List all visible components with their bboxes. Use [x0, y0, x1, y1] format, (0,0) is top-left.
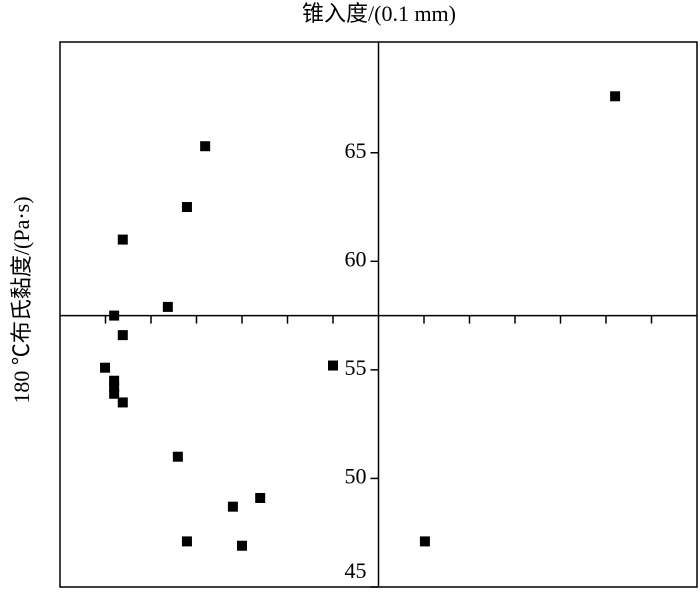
- y-axis-title: 180 ℃布氏黏度/(Pa·s): [9, 196, 34, 403]
- y-tick-label: 55: [345, 355, 367, 380]
- point: [109, 375, 120, 386]
- point: [162, 301, 173, 312]
- x-axis-title: 锥入度/(0.1 mm): [302, 1, 456, 26]
- point: [117, 330, 128, 341]
- point: [328, 360, 338, 371]
- point: [237, 540, 247, 551]
- point: [109, 382, 120, 393]
- point: [117, 234, 128, 245]
- y-tick-label: 60: [345, 246, 367, 271]
- point: [610, 91, 621, 102]
- point: [181, 536, 192, 547]
- point: [172, 451, 183, 462]
- point: [109, 388, 120, 399]
- point: [181, 202, 192, 213]
- point: [100, 362, 111, 373]
- point: [117, 397, 128, 408]
- point: [109, 310, 120, 321]
- y-tick-label: 50: [345, 463, 367, 488]
- point: [419, 536, 430, 547]
- y-tick-label: 65: [345, 138, 367, 163]
- point: [200, 141, 211, 152]
- y-tick-label: 45: [345, 558, 367, 583]
- point: [255, 492, 266, 503]
- point: [227, 501, 238, 512]
